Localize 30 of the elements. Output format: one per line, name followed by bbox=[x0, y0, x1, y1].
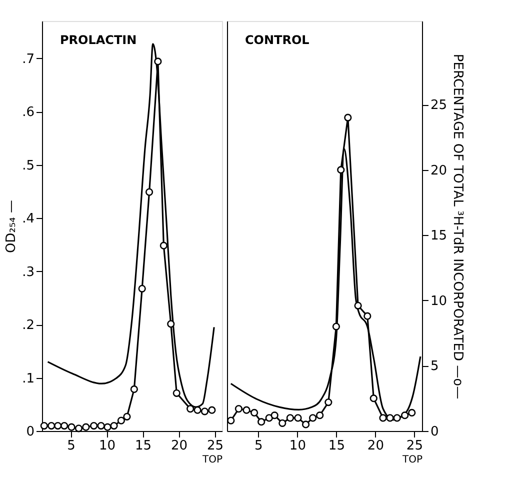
x-tick-label: 5 bbox=[67, 438, 76, 454]
x-tick-label: 10 bbox=[289, 438, 306, 454]
y2-tick-label: 25 bbox=[430, 98, 448, 114]
y-tick-label: .7 bbox=[22, 52, 34, 67]
y2-tick-label: 0 bbox=[430, 424, 439, 440]
y2-tick-label: 10 bbox=[430, 294, 448, 309]
x-tick-label: 15 bbox=[328, 438, 345, 454]
text: CONTROL bbox=[245, 33, 310, 47]
text: PROLACTIN bbox=[60, 33, 137, 47]
y-tick-label: .5 bbox=[22, 158, 34, 174]
x-tick-label: 15 bbox=[135, 438, 152, 454]
y-tick-label: .4 bbox=[22, 212, 34, 227]
x-tick-label: 10 bbox=[99, 438, 116, 454]
y2-tick-label: 15 bbox=[430, 228, 448, 244]
y2-tick-label: 20 bbox=[430, 163, 448, 178]
x-tick-label: 25 bbox=[207, 438, 224, 454]
x-axis-title: TOP bbox=[201, 454, 222, 466]
y2-tick-label: 5 bbox=[430, 359, 439, 374]
y-tick-label: .1 bbox=[22, 371, 34, 386]
y-axis-title: OD₂₅₄ — bbox=[4, 200, 20, 254]
x-tick-label: 20 bbox=[367, 438, 384, 454]
x-axis-title: TOP bbox=[401, 454, 422, 466]
y-tick-label: .6 bbox=[22, 105, 34, 120]
y-tick-label: 0 bbox=[26, 424, 34, 440]
y2-axis-title: PERCENTAGE OF TOTAL ³H-TdR INCORPORATED —o— bbox=[450, 54, 466, 400]
x-tick-label: 25 bbox=[406, 438, 423, 454]
y-tick-label: .3 bbox=[22, 264, 34, 280]
x-tick-label: 20 bbox=[171, 438, 188, 454]
y-tick-label: .2 bbox=[22, 318, 34, 334]
x-tick-label: 5 bbox=[254, 438, 263, 454]
